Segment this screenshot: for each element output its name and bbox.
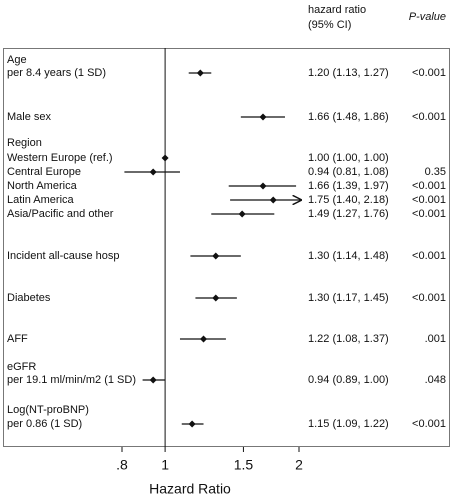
p-value: <0.001 xyxy=(412,292,446,304)
row-label: Diabetes xyxy=(7,292,51,304)
x-axis-label: Hazard Ratio xyxy=(149,481,231,497)
row-label: Latin America xyxy=(7,194,75,206)
row-label: Male sex xyxy=(7,111,52,123)
estimate-marker xyxy=(149,376,157,384)
p-value: .001 xyxy=(425,333,446,345)
x-tick-label: .8 xyxy=(116,457,128,473)
p-value: <0.001 xyxy=(412,111,446,123)
p-value: <0.001 xyxy=(412,180,446,192)
estimate-marker xyxy=(238,210,246,218)
estimate-marker xyxy=(149,168,157,176)
header-estimate: hazard ratio xyxy=(308,4,366,16)
p-value: <0.001 xyxy=(412,208,446,220)
p-value: <0.001 xyxy=(412,418,446,430)
row-sublabel: per 19.1 ml/min/m2 (1 SD) xyxy=(7,374,136,386)
ci-label: 0.94 (0.81, 1.08) xyxy=(308,166,389,178)
row-label: Incident all-cause hosp xyxy=(7,250,120,262)
estimate-marker xyxy=(212,294,220,302)
ci-label: 1.30 (1.17, 1.45) xyxy=(308,292,389,304)
row-label: Region xyxy=(7,137,42,149)
estimate-marker xyxy=(188,420,196,428)
row-label: Log(NT-proBNP) xyxy=(7,404,89,416)
ci-label: 1.75 (1.40, 2.18) xyxy=(308,194,389,206)
row-sublabel: per 0.86 (1 SD) xyxy=(7,418,82,430)
p-value: .048 xyxy=(425,374,446,386)
ci-label: 1.20 (1.13, 1.27) xyxy=(308,67,389,79)
ci-label: 1.30 (1.14, 1.48) xyxy=(308,250,389,262)
row-label: North America xyxy=(7,180,78,192)
row-label: AFF xyxy=(7,333,28,345)
estimate-marker xyxy=(161,154,169,162)
p-value: 0.35 xyxy=(425,166,446,178)
header-p: P-value xyxy=(409,11,446,23)
ci-label: 1.00 (1.00, 1.00) xyxy=(308,152,389,164)
p-value: <0.001 xyxy=(412,194,446,206)
estimate-marker xyxy=(212,252,220,260)
ci-label: 1.49 (1.27, 1.76) xyxy=(308,208,389,220)
estimate-marker xyxy=(259,182,267,190)
x-tick-label: 1 xyxy=(161,457,169,473)
header-ci: (95% CI) xyxy=(308,19,351,31)
ci-label: 1.22 (1.08, 1.37) xyxy=(308,333,389,345)
plot-frame xyxy=(3,48,450,447)
p-value: <0.001 xyxy=(412,67,446,79)
x-tick-label: 1.5 xyxy=(234,457,254,473)
estimate-marker xyxy=(259,113,267,121)
row-label: Asia/Pacific and other xyxy=(7,208,114,220)
estimate-marker xyxy=(196,69,204,77)
ci-label: 0.94 (0.89, 1.00) xyxy=(308,374,389,386)
ci-label: 1.66 (1.39, 1.97) xyxy=(308,180,389,192)
row-label: Central Europe xyxy=(7,166,81,178)
row-label: Western Europe (ref.) xyxy=(7,152,113,164)
row-label: eGFR xyxy=(7,361,36,373)
row-sublabel: per 8.4 years (1 SD) xyxy=(7,67,106,79)
p-value: <0.001 xyxy=(412,250,446,262)
ci-label: 1.66 (1.48, 1.86) xyxy=(308,111,389,123)
estimate-marker xyxy=(200,335,208,343)
estimate-marker xyxy=(269,196,277,204)
ci-label: 1.15 (1.09, 1.22) xyxy=(308,418,389,430)
x-tick-label: 2 xyxy=(295,457,303,473)
row-label: Age xyxy=(7,54,27,66)
